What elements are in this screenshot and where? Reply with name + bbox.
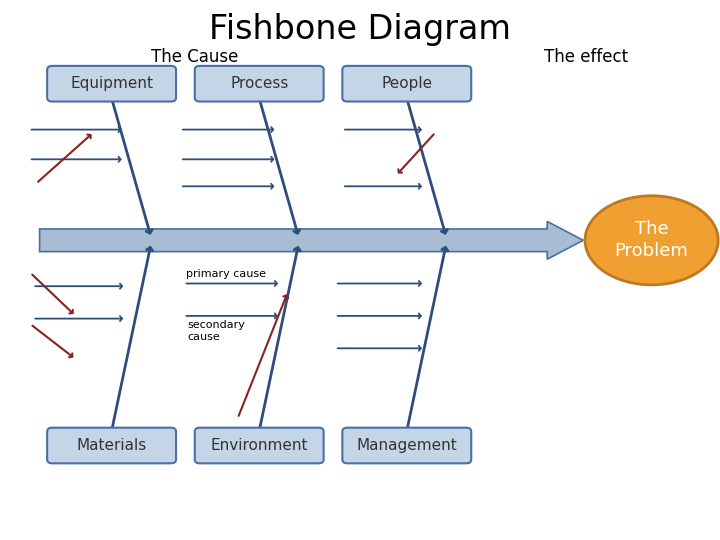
FancyBboxPatch shape xyxy=(48,428,176,463)
FancyBboxPatch shape xyxy=(195,428,324,463)
Text: The
Problem: The Problem xyxy=(615,220,688,260)
Text: primary cause: primary cause xyxy=(186,269,266,279)
Text: secondary
cause: secondary cause xyxy=(187,320,245,342)
FancyArrow shape xyxy=(40,221,583,259)
Text: Materials: Materials xyxy=(76,438,147,453)
FancyBboxPatch shape xyxy=(343,66,472,102)
Ellipse shape xyxy=(585,195,719,285)
Text: Management: Management xyxy=(356,438,457,453)
Text: People: People xyxy=(381,76,433,91)
Text: The effect: The effect xyxy=(544,48,628,66)
Text: The Cause: The Cause xyxy=(151,48,238,66)
Text: Equipment: Equipment xyxy=(70,76,153,91)
FancyBboxPatch shape xyxy=(195,66,324,102)
Text: Environment: Environment xyxy=(210,438,308,453)
FancyBboxPatch shape xyxy=(343,428,472,463)
FancyBboxPatch shape xyxy=(48,66,176,102)
Text: Fishbone Diagram: Fishbone Diagram xyxy=(209,14,511,46)
Text: Process: Process xyxy=(230,76,289,91)
